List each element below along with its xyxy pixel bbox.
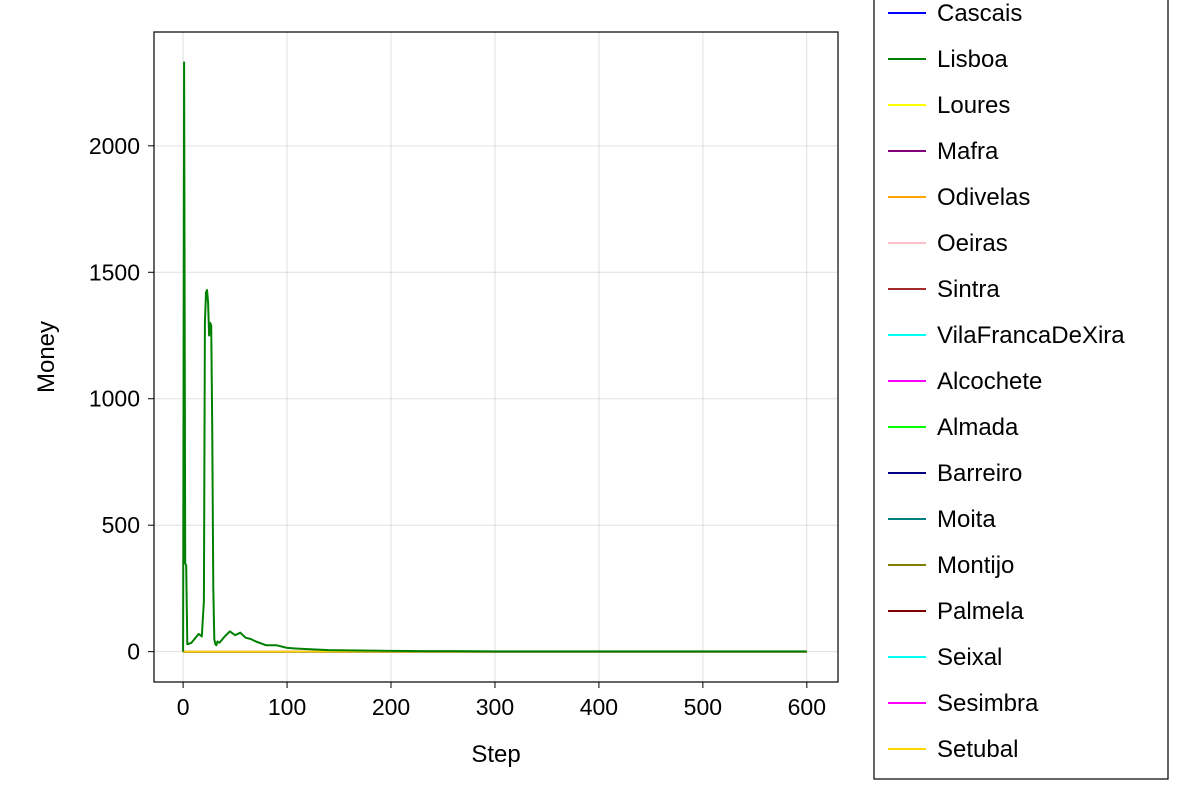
legend-label: Cascais: [937, 0, 1022, 27]
legend-label: Barreiro: [937, 460, 1022, 487]
x-axis-ticks: 0 100 200 300 400 500 600: [177, 682, 826, 720]
legend-item: Cascais: [888, 0, 1022, 27]
y-tick-label: 2000: [89, 133, 140, 159]
y-tick-label: 0: [127, 639, 140, 665]
x-tick-label: 100: [268, 694, 306, 720]
legend-item: Alcochete: [888, 368, 1042, 395]
legend-item: VilaFrancaDeXira: [888, 322, 1125, 349]
y-tick-label: 1000: [89, 386, 140, 412]
legend-label: Moita: [937, 506, 996, 533]
legend-label: Mafra: [937, 138, 999, 165]
legend-item: Barreiro: [888, 460, 1022, 487]
x-tick-label: 500: [684, 694, 722, 720]
legend-label: Montijo: [937, 552, 1014, 579]
x-tick-label: 300: [476, 694, 514, 720]
legend-label: Alcochete: [937, 368, 1042, 395]
legend-item: Lisboa: [888, 46, 1008, 73]
legend-label: Loures: [937, 92, 1010, 119]
legend-label: Seixal: [937, 644, 1002, 671]
series-line-lisboa: [182, 61, 807, 653]
legend-label: Sintra: [937, 276, 1000, 303]
legend-item: Sesimbra: [888, 690, 1039, 717]
legend-label: Setubal: [937, 736, 1018, 763]
legend-item: Oeiras: [888, 230, 1008, 257]
x-tick-label: 600: [788, 694, 826, 720]
x-tick-label: 0: [177, 694, 190, 720]
legend-label: Palmela: [937, 598, 1024, 625]
legend-item: Almada: [888, 414, 1019, 441]
grid-lines: [154, 32, 838, 682]
legend-label: Odivelas: [937, 184, 1030, 211]
y-tick-label: 1500: [89, 259, 140, 285]
legend-frame: [873, 0, 1169, 780]
legend-item: Montijo: [888, 552, 1014, 579]
legend-item: Palmela: [888, 598, 1024, 625]
y-tick-label: 500: [102, 512, 140, 538]
legend-item: Seixal: [888, 644, 1002, 671]
series-lines: [182, 61, 807, 653]
legend-label: VilaFrancaDeXira: [937, 322, 1125, 349]
legend: Cascais Lisboa Loures Mafra Odivelas Oeiras Si…: [873, 0, 1169, 780]
x-axis-label: Step: [471, 741, 520, 768]
legend-label: Almada: [937, 414, 1019, 441]
legend-label: Oeiras: [937, 230, 1008, 257]
legend-item: Odivelas: [888, 184, 1030, 211]
legend-label: Lisboa: [937, 46, 1008, 73]
legend-item: Moita: [888, 506, 996, 533]
legend-label: Sesimbra: [937, 690, 1039, 717]
plot-area-frame: [153, 31, 839, 683]
legend-item: Mafra: [888, 138, 999, 165]
x-tick-label: 200: [372, 694, 410, 720]
legend-item: Loures: [888, 92, 1010, 119]
y-axis-label: Money: [33, 321, 60, 393]
y-axis-ticks: 0 500 1000 1500 2000: [89, 133, 154, 665]
legend-item: Setubal: [888, 736, 1018, 763]
x-tick-label: 400: [580, 694, 618, 720]
legend-item: Sintra: [888, 276, 1000, 303]
